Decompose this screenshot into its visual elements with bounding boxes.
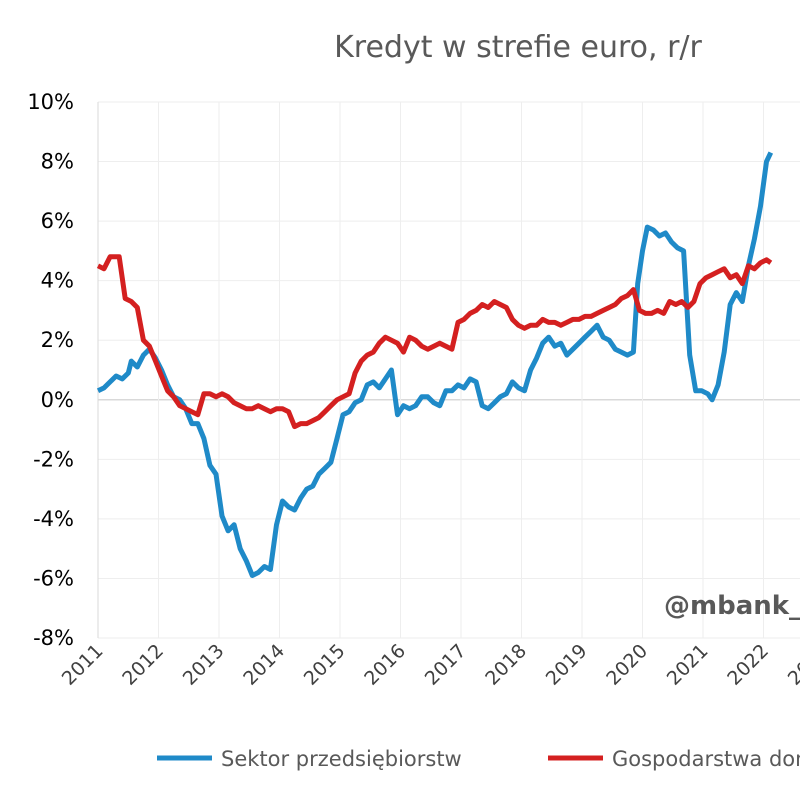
y-tick-label: 2% <box>41 328 74 352</box>
x-tick-label: 2015 <box>300 640 350 690</box>
series-layer <box>96 151 774 578</box>
legend: Sektor przedsiębiorstw Gospodarstwa domow… <box>157 747 800 771</box>
y-tick-label: -8% <box>33 626 74 650</box>
x-tick-label: 2012 <box>118 640 168 690</box>
x-tick-label: 2021 <box>663 640 713 690</box>
legend-label: Sektor przedsiębiorstw <box>221 747 462 771</box>
x-tick-label: 2013 <box>179 640 229 690</box>
x-tick-label: 2023 <box>784 640 800 690</box>
x-tick-label: 2019 <box>542 640 592 690</box>
series-line-corporate <box>96 151 774 578</box>
watermark-text: @mbank_res <box>664 591 800 621</box>
x-tick-label: 2014 <box>239 640 289 690</box>
x-tick-label: 2018 <box>481 640 531 690</box>
y-tick-label: 8% <box>41 150 74 174</box>
x-tick-label: 2022 <box>723 640 773 690</box>
chart-title: Kredyt w strefie euro, r/r <box>334 30 702 65</box>
series-line-households <box>96 254 773 430</box>
y-tick-label: -4% <box>33 507 74 531</box>
y-tick-label: 10% <box>27 90 74 114</box>
y-tick-label: -2% <box>33 447 74 471</box>
x-tick-label: 2016 <box>360 640 410 690</box>
y-tick-label: 4% <box>41 269 74 293</box>
y-tick-label: 0% <box>41 388 74 412</box>
x-axis: 2011 2012 2013 2014 2015 2016 2017 2018 2019 2020… <box>58 640 800 690</box>
y-tick-label: 6% <box>41 209 74 233</box>
legend-label: Gospodarstwa domowe <box>612 747 800 771</box>
x-tick-label: 2017 <box>421 640 471 690</box>
y-axis: -8% -6% -4% -2% 0% 2% 4% 6% 8% 10% <box>27 90 99 650</box>
x-tick-label: 2020 <box>602 640 652 690</box>
y-tick-label: -6% <box>33 566 74 590</box>
